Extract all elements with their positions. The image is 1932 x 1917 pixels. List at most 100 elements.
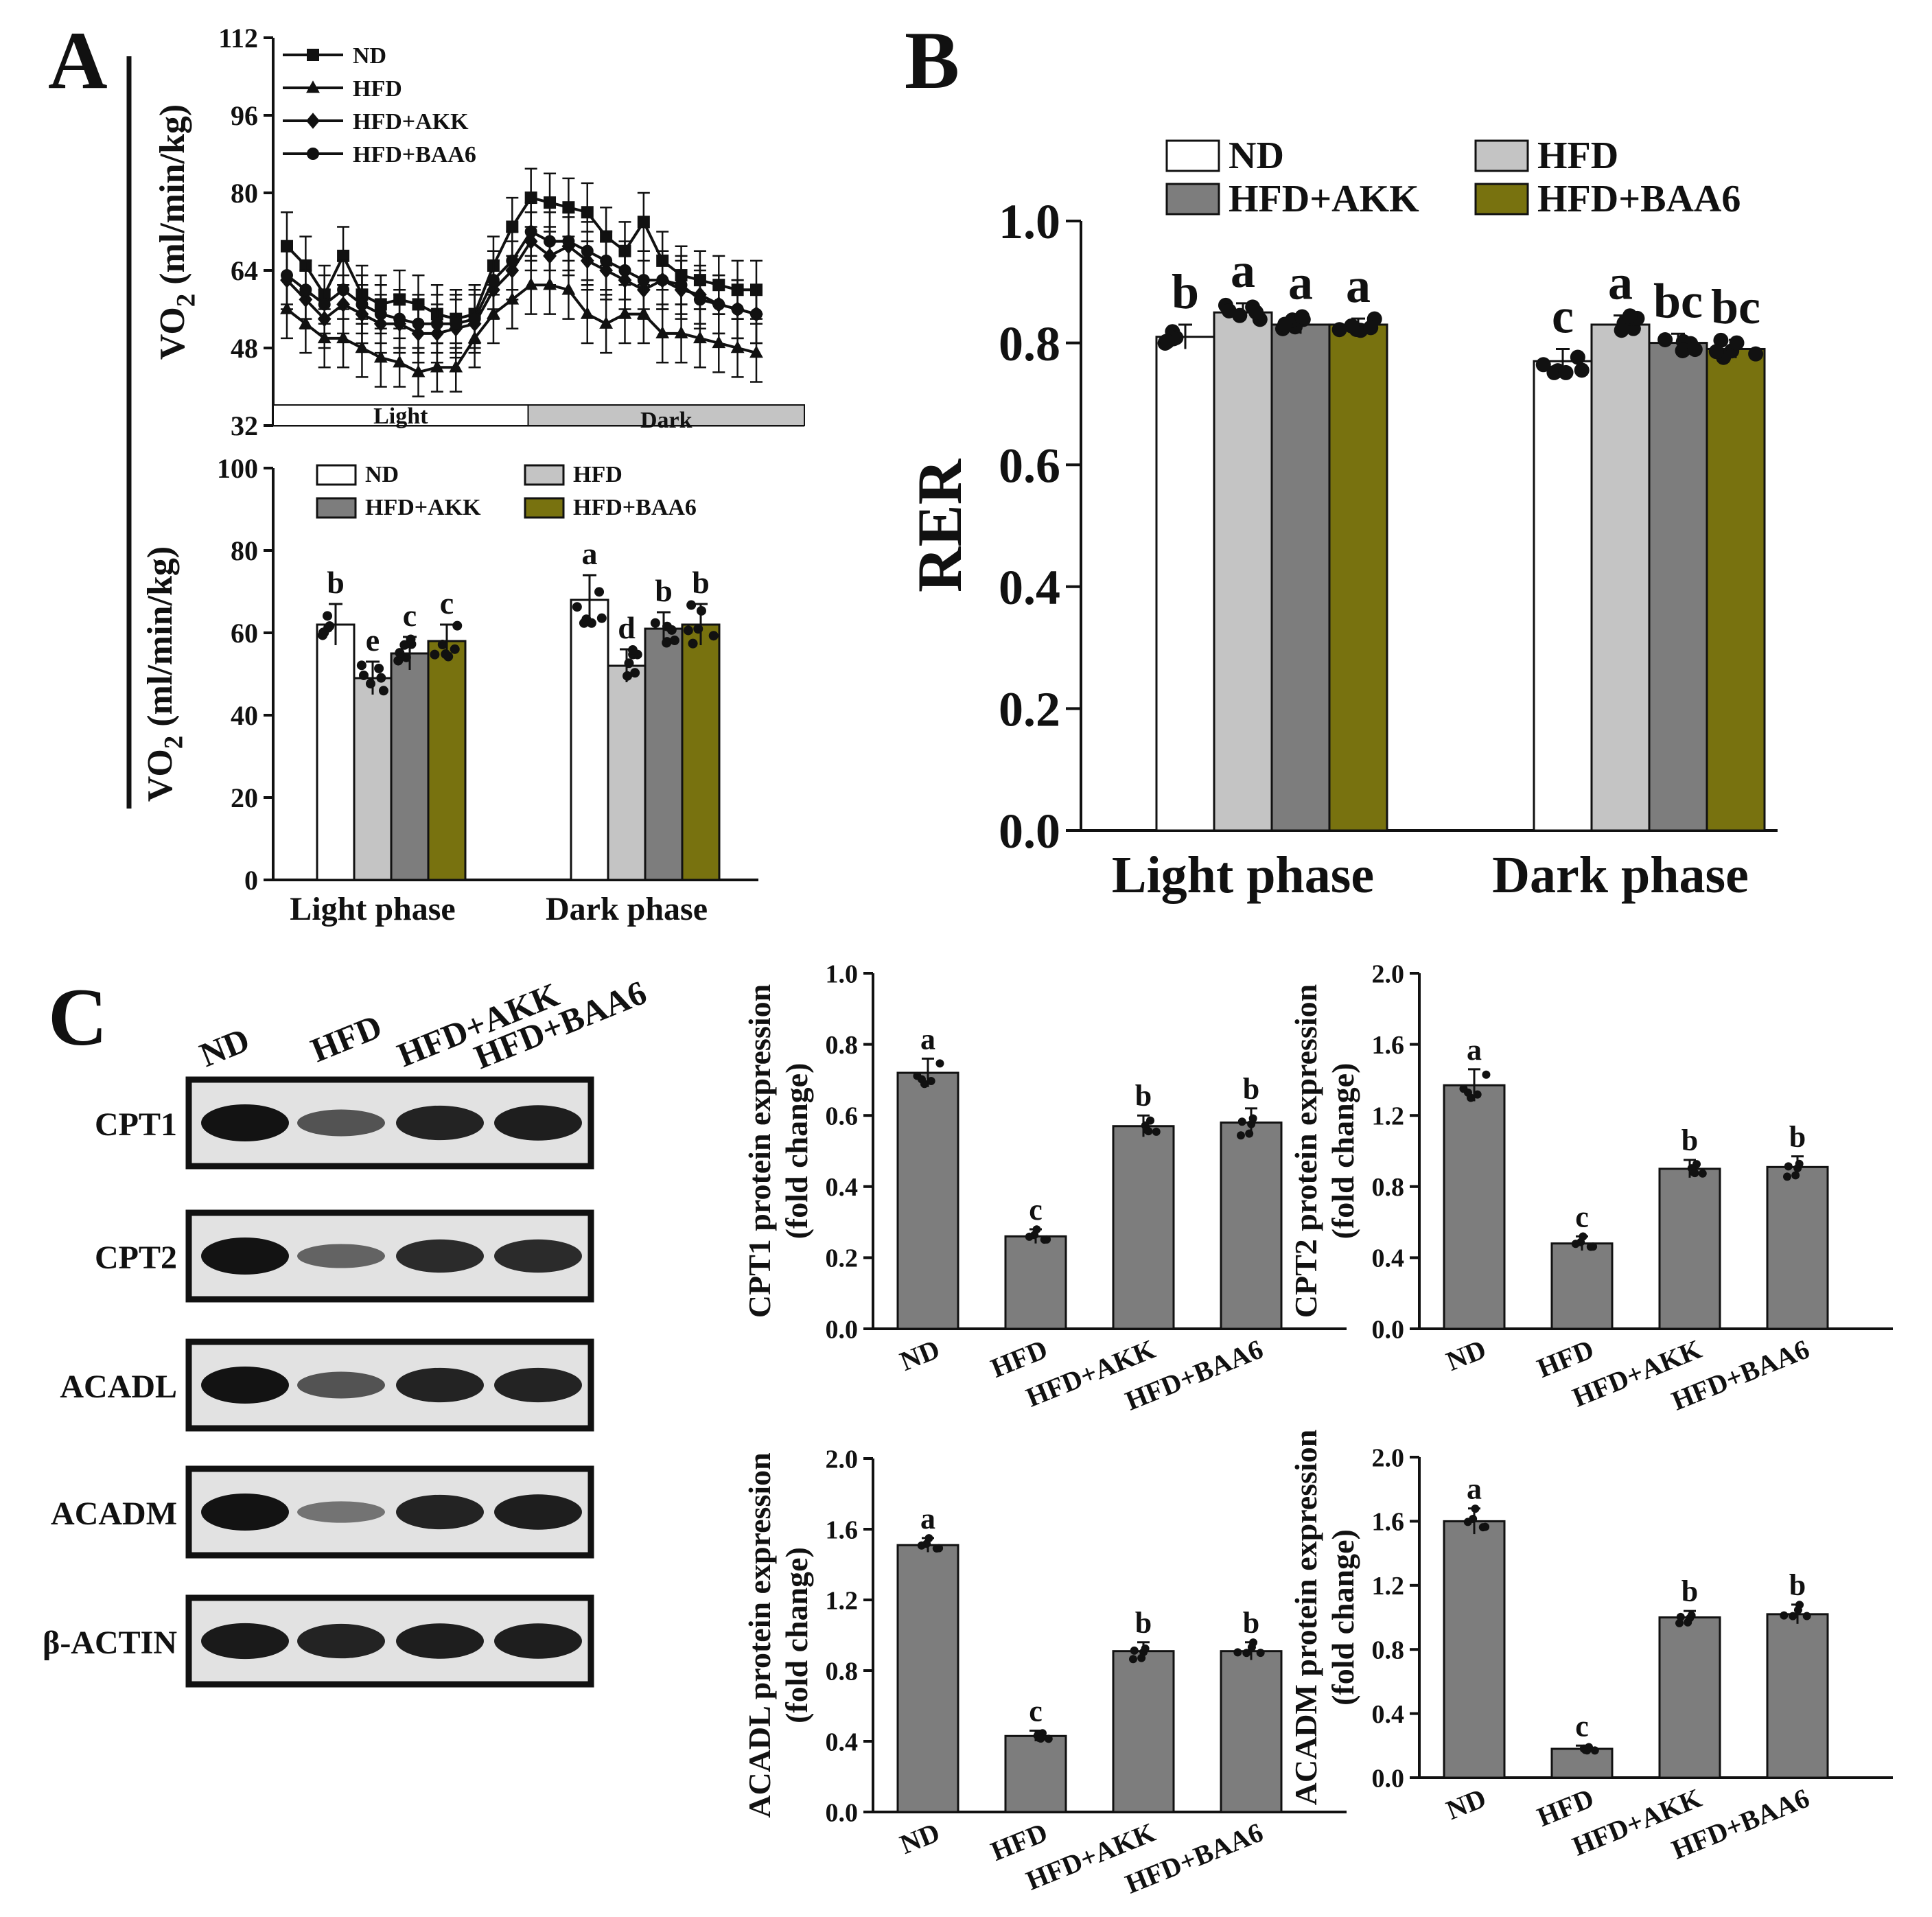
- data-dot-hfd-akk: [1675, 342, 1691, 358]
- chart-acadl: 0.00.40.81.21.62.0aNDcHFDbHFD+AKKbHFD+BA…: [742, 1445, 1347, 1900]
- band-actin-lane-2: [297, 1623, 385, 1659]
- bar-hfd-baa6: [1220, 1122, 1283, 1330]
- panel-label-b: B: [905, 14, 959, 106]
- y-tick-label: 0.4: [1372, 1700, 1405, 1729]
- significance-letter-hfd-akk: bc: [1653, 273, 1703, 328]
- bar-hfd: [1550, 1242, 1614, 1330]
- significance-letter-hfd-akk: b: [1681, 1575, 1698, 1608]
- legend-label-nd: ND: [365, 462, 399, 487]
- data-dot-hfd-baa6: [1789, 1612, 1797, 1620]
- bar-nd: [1533, 360, 1593, 832]
- data-dot-hfd-akk: [1657, 332, 1673, 347]
- significance-letter-nd: a: [1467, 1033, 1482, 1067]
- bar-hfd-akk: [1112, 1125, 1175, 1330]
- bar-nd: [1443, 1520, 1506, 1779]
- data-dot-hfd-baa6: [1791, 1171, 1800, 1180]
- point-hfd-baa6: [693, 293, 706, 306]
- point-hfd-baa6: [281, 269, 293, 282]
- significance-letter-hfd-akk: b: [1135, 1606, 1152, 1640]
- phase-bar-dark: [527, 404, 806, 426]
- chart-acadm: 0.00.40.81.21.62.0aNDcHFDbHFD+AKKbHFD+BA…: [1288, 1430, 1893, 1866]
- data-dot-hfd: [622, 671, 633, 681]
- chart-vo2-timecourse: 32 48 64 80 96 112 Light Dark VO2 (ml/min/kg) ND H…: [153, 23, 806, 441]
- data-dot-hfd-akk: [669, 636, 679, 646]
- data-dot-hfd-baa6: [1748, 346, 1764, 362]
- legend-label-hfd-akk: HFD+AKK: [1229, 178, 1419, 220]
- band-cpt1-lane-4: [494, 1105, 582, 1141]
- y-axis-label-line2: (fold change): [1325, 1529, 1360, 1706]
- point-hfd-baa6: [600, 254, 613, 267]
- phase-label-dark: Dark: [640, 408, 693, 433]
- point-hfd-baa6: [562, 235, 575, 248]
- data-dot-hfd-baa6: [1795, 1159, 1804, 1168]
- bar-nd: [1155, 336, 1215, 832]
- legend-label-nd: ND: [1229, 135, 1284, 177]
- y-axis-label-sub: 2: [159, 736, 189, 750]
- data-dot-hfd-akk: [1690, 1169, 1699, 1178]
- point-hfd-baa6: [524, 225, 537, 238]
- legend-marker-hfd-baa6: [307, 148, 319, 160]
- significance-letter-nd: c: [1552, 288, 1574, 343]
- legend-label-nd: ND: [353, 43, 386, 69]
- data-dot-nd: [596, 613, 607, 623]
- point-hfd-baa6: [450, 317, 463, 330]
- point-hfd: [561, 282, 576, 295]
- significance-letter-hfd-baa6: a: [1346, 258, 1371, 313]
- data-dot-nd: [924, 1534, 933, 1543]
- point-hfd-baa6: [731, 303, 744, 316]
- bar-hfd: [1004, 1734, 1067, 1813]
- data-dot-hfd-akk: [1698, 1169, 1707, 1178]
- point-hfd-baa6: [637, 274, 650, 287]
- point-hfd: [524, 277, 538, 290]
- significance-letter-hfd: c: [1575, 1709, 1589, 1743]
- significance-letter-hfd-akk: b: [655, 573, 673, 608]
- y-axis-label-line1: CPT1 protein expression: [742, 984, 777, 1318]
- phase-label-light: Light: [373, 404, 428, 429]
- y-tick-label: 1.0: [999, 194, 1060, 249]
- y-axis-label-line1: ACADL protein expression: [742, 1452, 777, 1817]
- data-dot-hfd: [378, 686, 388, 696]
- point-hfd-baa6: [656, 274, 669, 287]
- y-tick-label: 1.6: [1372, 1031, 1405, 1060]
- legend-swatch-hfd: [1474, 139, 1529, 172]
- data-dot-hfd: [1032, 1225, 1041, 1234]
- band-acadl-lane-1: [201, 1366, 289, 1404]
- point-hfd: [599, 316, 614, 329]
- data-dot-nd: [1570, 349, 1585, 365]
- significance-letter-hfd: a: [1231, 243, 1255, 298]
- y-tick-label: 0.0: [826, 1315, 859, 1344]
- data-dot-hfd: [374, 663, 384, 673]
- data-dot-hfd: [1614, 323, 1629, 338]
- band-cpt1-lane-2: [297, 1109, 385, 1137]
- legend-marker-nd: [307, 49, 319, 61]
- data-dot-nd: [1159, 334, 1175, 349]
- band-actin-lane-4: [494, 1623, 582, 1659]
- bar-hfd-akk: [1112, 1650, 1175, 1813]
- bar-hfd: [1004, 1235, 1067, 1330]
- y-tick-label: 0.6: [999, 438, 1060, 493]
- data-dot-hfd-akk: [1130, 1646, 1139, 1655]
- legend-swatch-hfd-akk: [1165, 183, 1220, 216]
- category-label-light-phase: Light phase: [290, 891, 455, 927]
- point-hfd: [580, 306, 594, 319]
- category-label-dark-phase: Dark phase: [1492, 846, 1749, 904]
- y-tick-label: 80: [231, 535, 258, 566]
- significance-letter-hfd: c: [1029, 1695, 1043, 1728]
- data-dot-hfd: [1590, 1746, 1599, 1755]
- bar-hfd-baa6: [1766, 1613, 1829, 1779]
- bar-hfd: [607, 664, 647, 881]
- y-tick-label: 0.4: [1372, 1244, 1405, 1273]
- bar-nd: [1443, 1084, 1506, 1330]
- y-axis-label: VO2 (ml/min/kg): [141, 546, 189, 802]
- point-hfd: [393, 355, 407, 368]
- data-dot-hfd-baa6: [1245, 1129, 1254, 1138]
- data-dot-nd: [917, 1541, 926, 1550]
- data-dot-nd: [319, 627, 329, 638]
- data-dot-hfd-akk: [1684, 1618, 1692, 1627]
- blot-row-label-cpt1: CPT1: [95, 1106, 177, 1143]
- y-tick-label: 1.2: [1372, 1572, 1405, 1601]
- point-hfd-baa6: [581, 244, 594, 257]
- data-dot-hfd-akk: [1141, 1644, 1150, 1653]
- significance-letter-hfd-baa6: bc: [1711, 279, 1760, 334]
- bar-hfd-baa6: [427, 640, 467, 881]
